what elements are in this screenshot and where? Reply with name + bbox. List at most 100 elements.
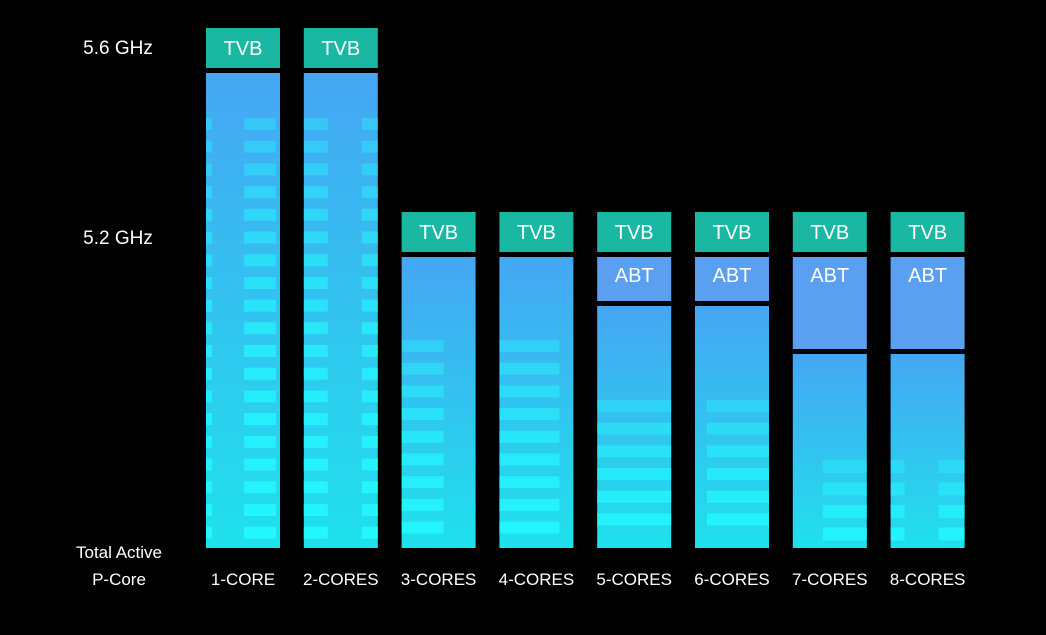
tvb-segment-2-cores (303, 28, 378, 68)
x-tick-label-7-cores: 7-CORES (792, 570, 868, 589)
stripe-2-cores (303, 231, 328, 244)
stripe-6-cores (707, 445, 769, 458)
tvb-label-1-core: TVB (224, 38, 263, 60)
tvb-segment-1-core (206, 28, 280, 68)
stripe-5-cores (597, 445, 672, 458)
x-axis-title-line-2: P-Core (92, 570, 146, 589)
stripe-1-core (244, 367, 276, 380)
stripe-1-core (244, 322, 276, 335)
abt-segment-5-cores (597, 257, 672, 301)
stripe-1-core (244, 481, 276, 494)
stripe-7-cores (822, 482, 867, 496)
stripe-2-cores (361, 503, 378, 516)
stripe-2-cores (361, 118, 378, 130)
stripe-6-cores (707, 422, 769, 435)
stripe-4-cores (499, 340, 560, 352)
tvb-label-3-cores: TVB (419, 222, 458, 244)
stripes-5-cores (597, 400, 672, 526)
stripe-2-cores (303, 208, 328, 221)
stripe-3-cores (401, 340, 444, 352)
tvb-label-8-cores: TVB (908, 222, 947, 244)
stripe-2-cores (361, 163, 378, 176)
stripe-1-core (244, 299, 276, 312)
stripe-1-core (244, 413, 276, 426)
tvb-label-4-cores: TVB (517, 222, 556, 244)
stripe-1-core (244, 390, 276, 403)
stripe-2-cores (303, 526, 328, 539)
abt-label-5-cores: ABT (615, 265, 654, 287)
stripe-2-cores (361, 276, 378, 289)
stripe-2-cores (361, 231, 378, 244)
stripe-2-cores (303, 367, 328, 380)
stripe-3-cores (401, 476, 444, 489)
x-tick-label-1-core: 1-CORE (211, 570, 275, 589)
stripe-1-core (244, 503, 276, 516)
stripe-6-cores (707, 468, 769, 481)
stripe-2-cores (303, 413, 328, 426)
stripe-2-cores (303, 322, 328, 335)
stripe-1-core (244, 163, 276, 176)
stripes-4-cores (499, 340, 560, 534)
stripe-1-core (244, 526, 276, 539)
x-tick-label-8-cores: 8-CORES (890, 570, 966, 589)
stripe-2-cores (303, 435, 328, 448)
x-tick-label-5-cores: 5-CORES (596, 570, 672, 589)
tvb-segment-5-cores (597, 212, 672, 252)
stripe-4-cores (499, 521, 560, 534)
abt-label-8-cores: ABT (908, 265, 947, 287)
x-tick-label-6-cores: 6-CORES (694, 570, 770, 589)
stripe-1-core (244, 118, 276, 130)
stripe-2-cores (303, 458, 328, 471)
stripe-8-cores (938, 482, 965, 496)
stripe-2-cores (303, 299, 328, 312)
stripe-1-core (206, 435, 212, 448)
stripe-2-cores (303, 186, 328, 199)
stripe-1-core (244, 231, 276, 244)
stripe-3-cores (401, 362, 444, 375)
stripe-3-cores (401, 521, 444, 534)
stripe-8-cores (890, 505, 905, 518)
stripe-4-cores (499, 362, 560, 375)
bars-layer (206, 28, 965, 548)
stripe-1-core (244, 208, 276, 221)
stripe-5-cores (597, 513, 672, 526)
stripes-3-cores (401, 340, 444, 534)
abt-segment-6-cores (695, 257, 769, 301)
stripe-7-cores (822, 527, 867, 541)
stripe-4-cores (499, 385, 560, 398)
stripe-6-cores (707, 400, 769, 412)
x-tick-label-2-cores: 2-CORES (303, 570, 379, 589)
stripe-5-cores (597, 468, 672, 481)
stripe-1-core (206, 345, 212, 357)
stripe-2-cores (303, 140, 328, 153)
stripe-5-cores (597, 490, 672, 503)
stripe-1-core (244, 140, 276, 153)
stripe-2-cores (361, 299, 378, 312)
stripe-1-core (244, 186, 276, 199)
stripe-1-core (206, 118, 212, 130)
abt-segment-8-cores (890, 257, 965, 349)
stripe-1-core (206, 390, 212, 403)
stripe-4-cores (499, 453, 560, 466)
stripe-1-core (206, 231, 212, 244)
stripe-2-cores (361, 481, 378, 494)
stripe-2-cores (361, 254, 378, 267)
stripe-4-cores (499, 476, 560, 489)
stripe-2-cores (361, 345, 378, 357)
stripe-8-cores (890, 527, 905, 541)
stripe-1-core (206, 254, 212, 267)
tvb-label-6-cores: TVB (713, 222, 752, 244)
tvb-label-5-cores: TVB (615, 222, 654, 244)
stripe-6-cores (707, 513, 769, 526)
stripe-1-core (206, 458, 212, 471)
base-segment-5-cores (597, 306, 672, 548)
stripe-4-cores (499, 408, 560, 421)
tvb-segment-4-cores (499, 212, 574, 252)
stripe-3-cores (401, 408, 444, 421)
stripe-8-cores (938, 460, 965, 473)
stripe-3-cores (401, 385, 444, 398)
tvb-label-2-cores: TVB (321, 38, 360, 60)
stripe-2-cores (303, 276, 328, 289)
stripe-2-cores (361, 435, 378, 448)
